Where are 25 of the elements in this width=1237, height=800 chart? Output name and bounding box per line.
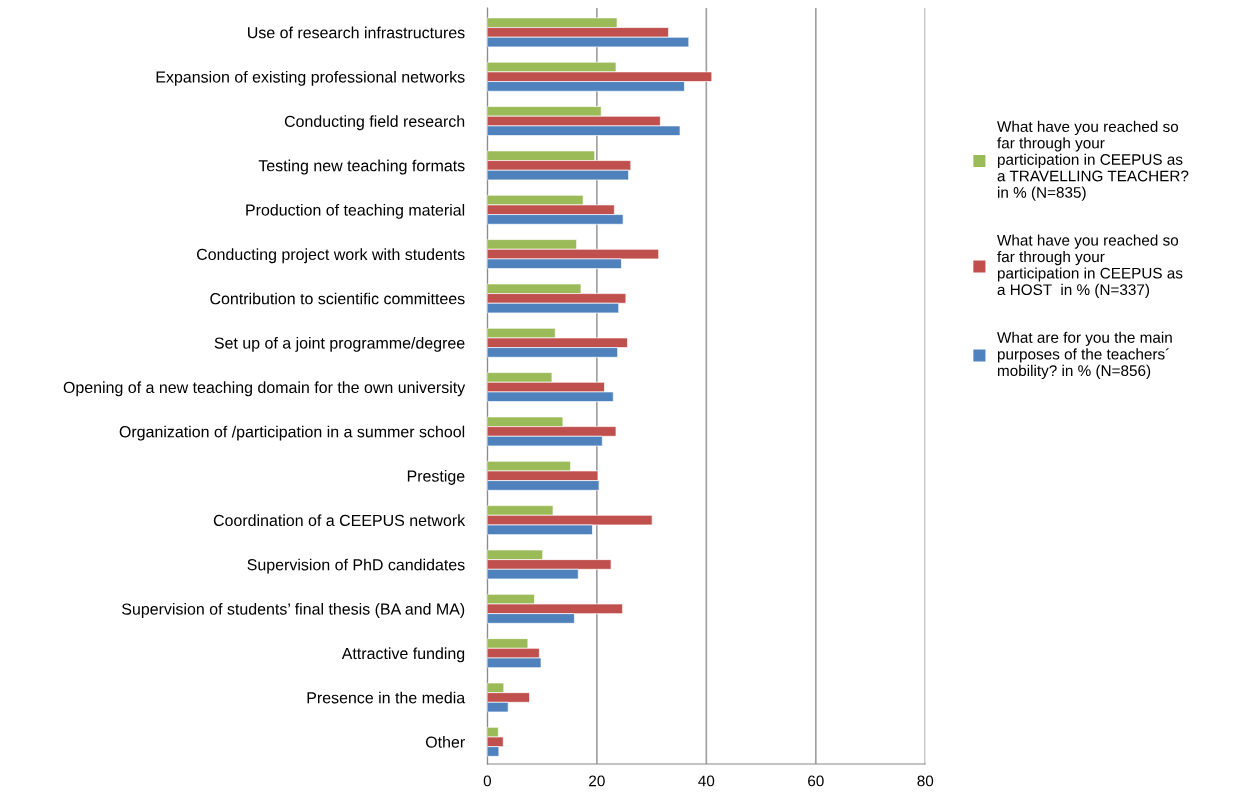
y-tick-label: Coordination of a CEEPUS network <box>213 514 466 527</box>
y-tick-label: Supervision of students’ final thesis (BA and MA) <box>122 603 465 618</box>
y-tick-label: Attractive funding <box>341 647 465 663</box>
y-tick-label: Prestige <box>407 470 465 485</box>
y-tick-label: Set up of a joint programme/degree <box>214 336 465 352</box>
y-tick-label: Supervision of PhD candidates <box>247 558 465 574</box>
y-tick-label: Other <box>425 736 465 748</box>
legend-label: What have you reached so far through your participation in CEEPUS as a TRAVELLING TEACHER? in % (N=835) <box>997 120 1189 201</box>
y-tick-label: Presence in the media <box>307 691 466 704</box>
y-tick-label: Opening of a new teaching domain for the own university <box>63 381 466 397</box>
y-tick-label: Production of teaching material <box>246 203 465 219</box>
y-tick-label: Expansion of existing professional networks <box>156 70 465 86</box>
x-tick-label: 0 <box>483 775 492 787</box>
legend-label: What are for you the main purposes of the teachers´ mobility? in % (N=856) <box>997 331 1172 380</box>
y-tick-label: Contribution to scientific committees <box>210 292 465 305</box>
x-tick-label: 80 <box>917 775 934 787</box>
x-tick-label: 40 <box>698 775 715 787</box>
y-tick-label: Organization of /participation in a summer school <box>119 425 465 441</box>
y-tick-label: Conducting field research <box>284 115 465 131</box>
legend-label: What have you reached so far through your participation in CEEPUS as a HOST in % (N=337) <box>997 234 1183 299</box>
y-tick-label: Use of research infrastructures <box>248 26 465 39</box>
x-tick-label: 20 <box>589 775 605 787</box>
y-tick-label: Testing new teaching formats <box>258 159 465 175</box>
y-tick-label: Conducting project work with students <box>196 248 465 264</box>
x-tick-label: 60 <box>808 775 824 787</box>
